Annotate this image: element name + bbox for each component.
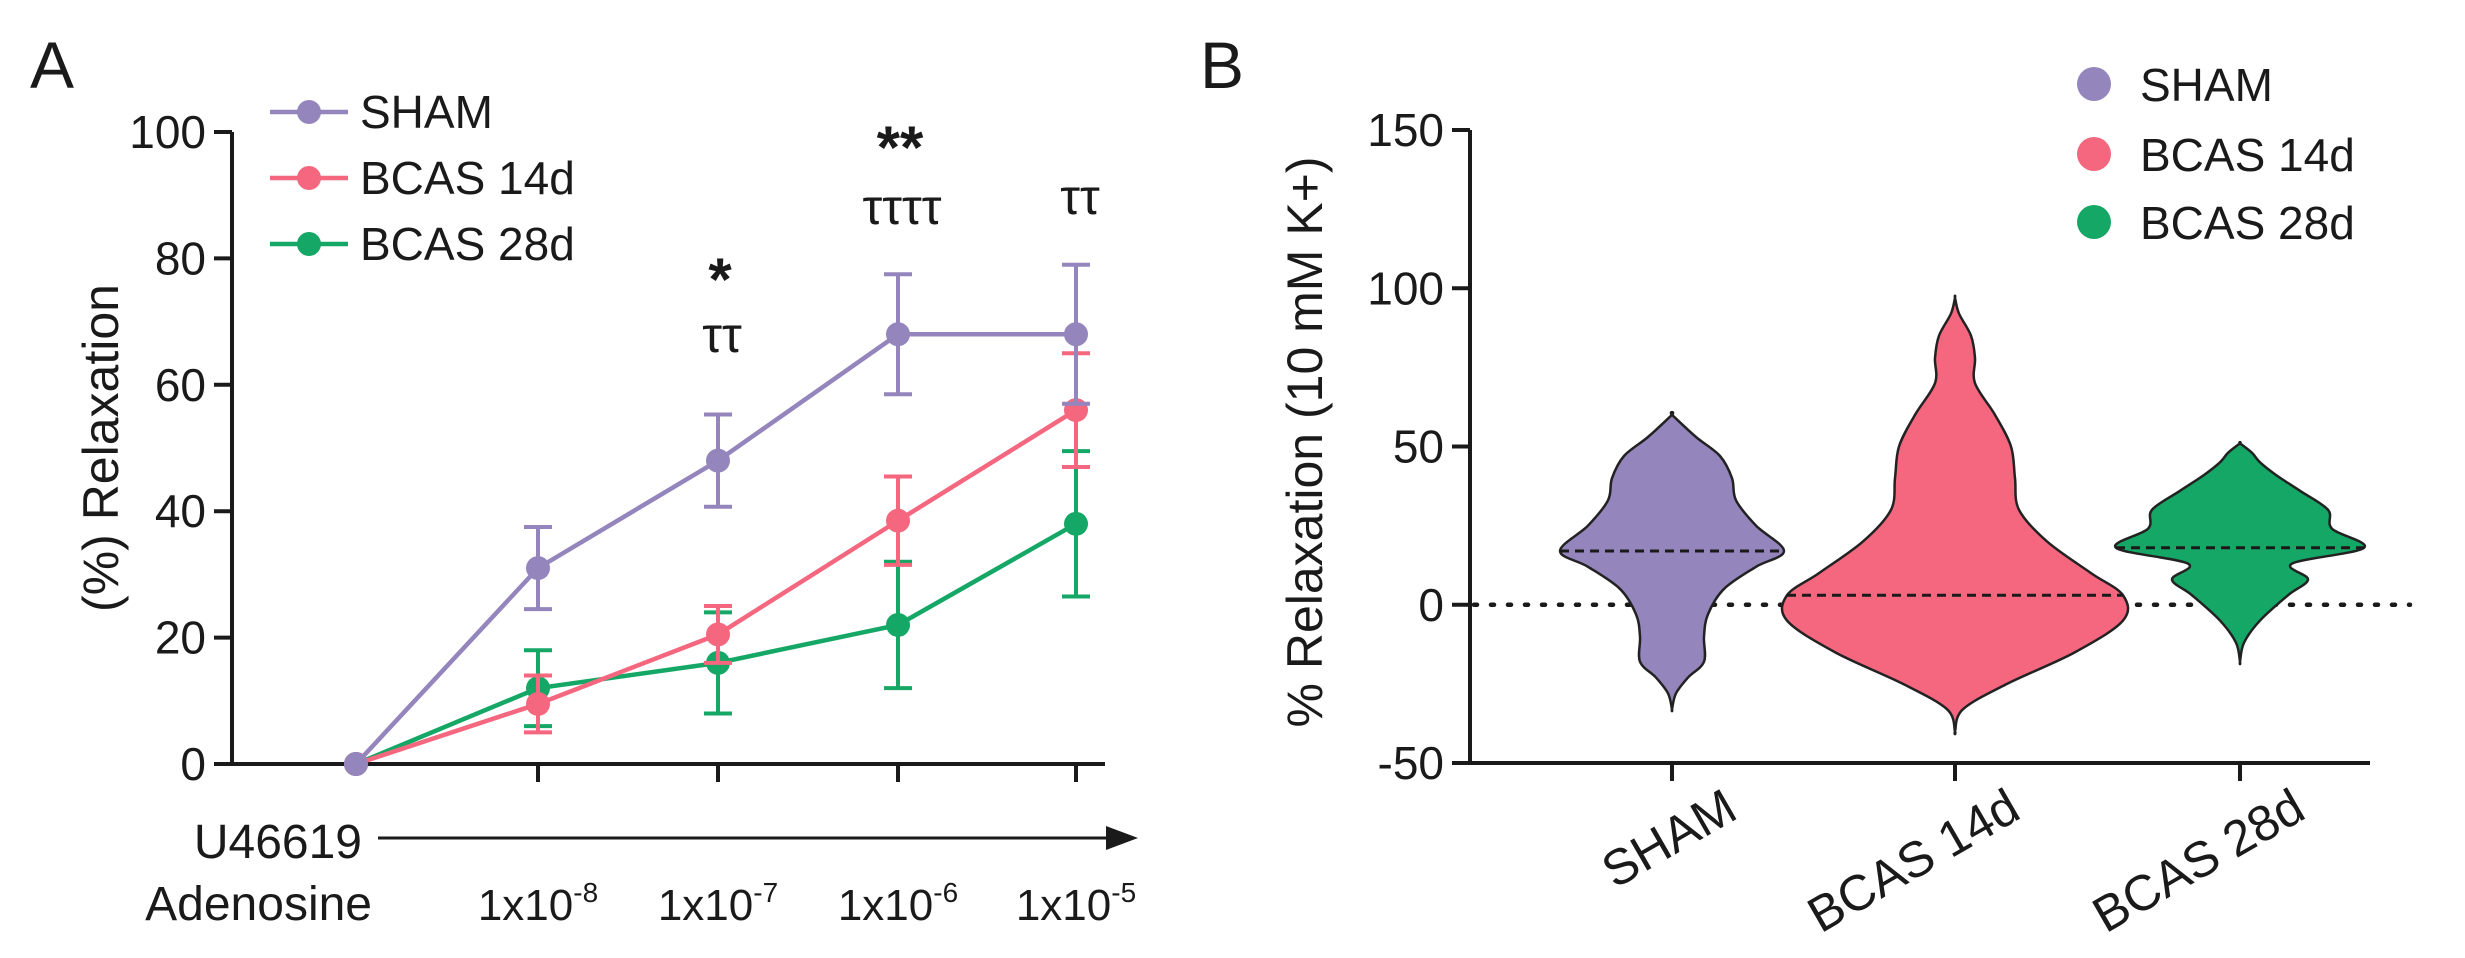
y-tick-label: 100 [1367,262,1444,314]
significance-stars: * [708,246,732,313]
significance-taus: ττ [1060,169,1100,225]
violin-shape [2113,440,2367,666]
pretreatment-arrow-head [1106,826,1138,850]
legend-label: BCAS 28d [2140,197,2355,249]
legend-marker [2077,205,2111,239]
data-point [706,448,730,473]
y-tick-label: 60 [155,359,206,411]
x-tick-label: 1x10-8 [478,877,598,930]
panel-a-line-chart: 0 20 40 60 80 100 (%) Relaxation U46619 Adenosin… [73,86,1138,931]
violin-shape [1780,294,2130,736]
pretreatment-label: U46619 [194,816,362,869]
x-tick-label: BCAS 28d [2083,778,2313,943]
data-point [886,508,910,533]
data-point [1064,322,1088,347]
data-point [886,612,910,637]
y-tick-label: 40 [155,485,206,537]
y-tick-label: 20 [155,612,206,664]
panel-a-letter: A [30,28,74,102]
x-tick-label: SHAM [1592,778,1745,899]
legend-label: SHAM [360,86,493,138]
x-tick-label: 1x10-6 [838,877,958,930]
data-point [526,691,550,716]
legend-label: BCAS 28d [360,218,575,270]
x-tick-label: BCAS 14d [1798,778,2028,943]
panel-b-violin-chart: -50 0 50 100 150 % Relaxation (10 mM K+) SHAM B… [1277,59,2413,943]
legend-marker [297,100,321,124]
y-tick-label: 0 [180,738,206,790]
data-point [1064,511,1088,536]
legend-marker [2077,67,2111,101]
x-axis-title: Adenosine [145,878,372,931]
y-tick-label: 100 [129,106,206,158]
significance-stars: ** [877,114,924,181]
y-tick-label: 50 [1393,421,1444,473]
legend-marker [297,166,321,190]
legend-marker [2077,137,2111,171]
y-axis-title: % Relaxation (10 mM K+) [1277,156,1333,727]
x-tick-label: 1x10-5 [1016,877,1136,930]
legend-label: SHAM [2140,59,2273,111]
y-tick-label: 150 [1367,104,1444,156]
y-tick-label: 80 [155,232,206,284]
data-point [344,752,368,776]
y-axis-title: (%) Relaxation [73,284,129,612]
x-tick-label: 1x10-7 [658,877,778,930]
legend-label: BCAS 14d [360,152,575,204]
significance-taus: ττττ [862,179,941,235]
legend-label: BCAS 14d [2140,129,2355,181]
panel-b-letter: B [1200,28,1244,102]
violin-shape [1558,410,1786,713]
data-point [706,622,730,647]
data-point [526,556,550,581]
y-tick-label: -50 [1378,737,1444,789]
data-point [886,322,910,347]
y-tick-label: 0 [1418,579,1444,631]
significance-taus: ττ [702,307,742,363]
legend-marker [297,232,321,256]
